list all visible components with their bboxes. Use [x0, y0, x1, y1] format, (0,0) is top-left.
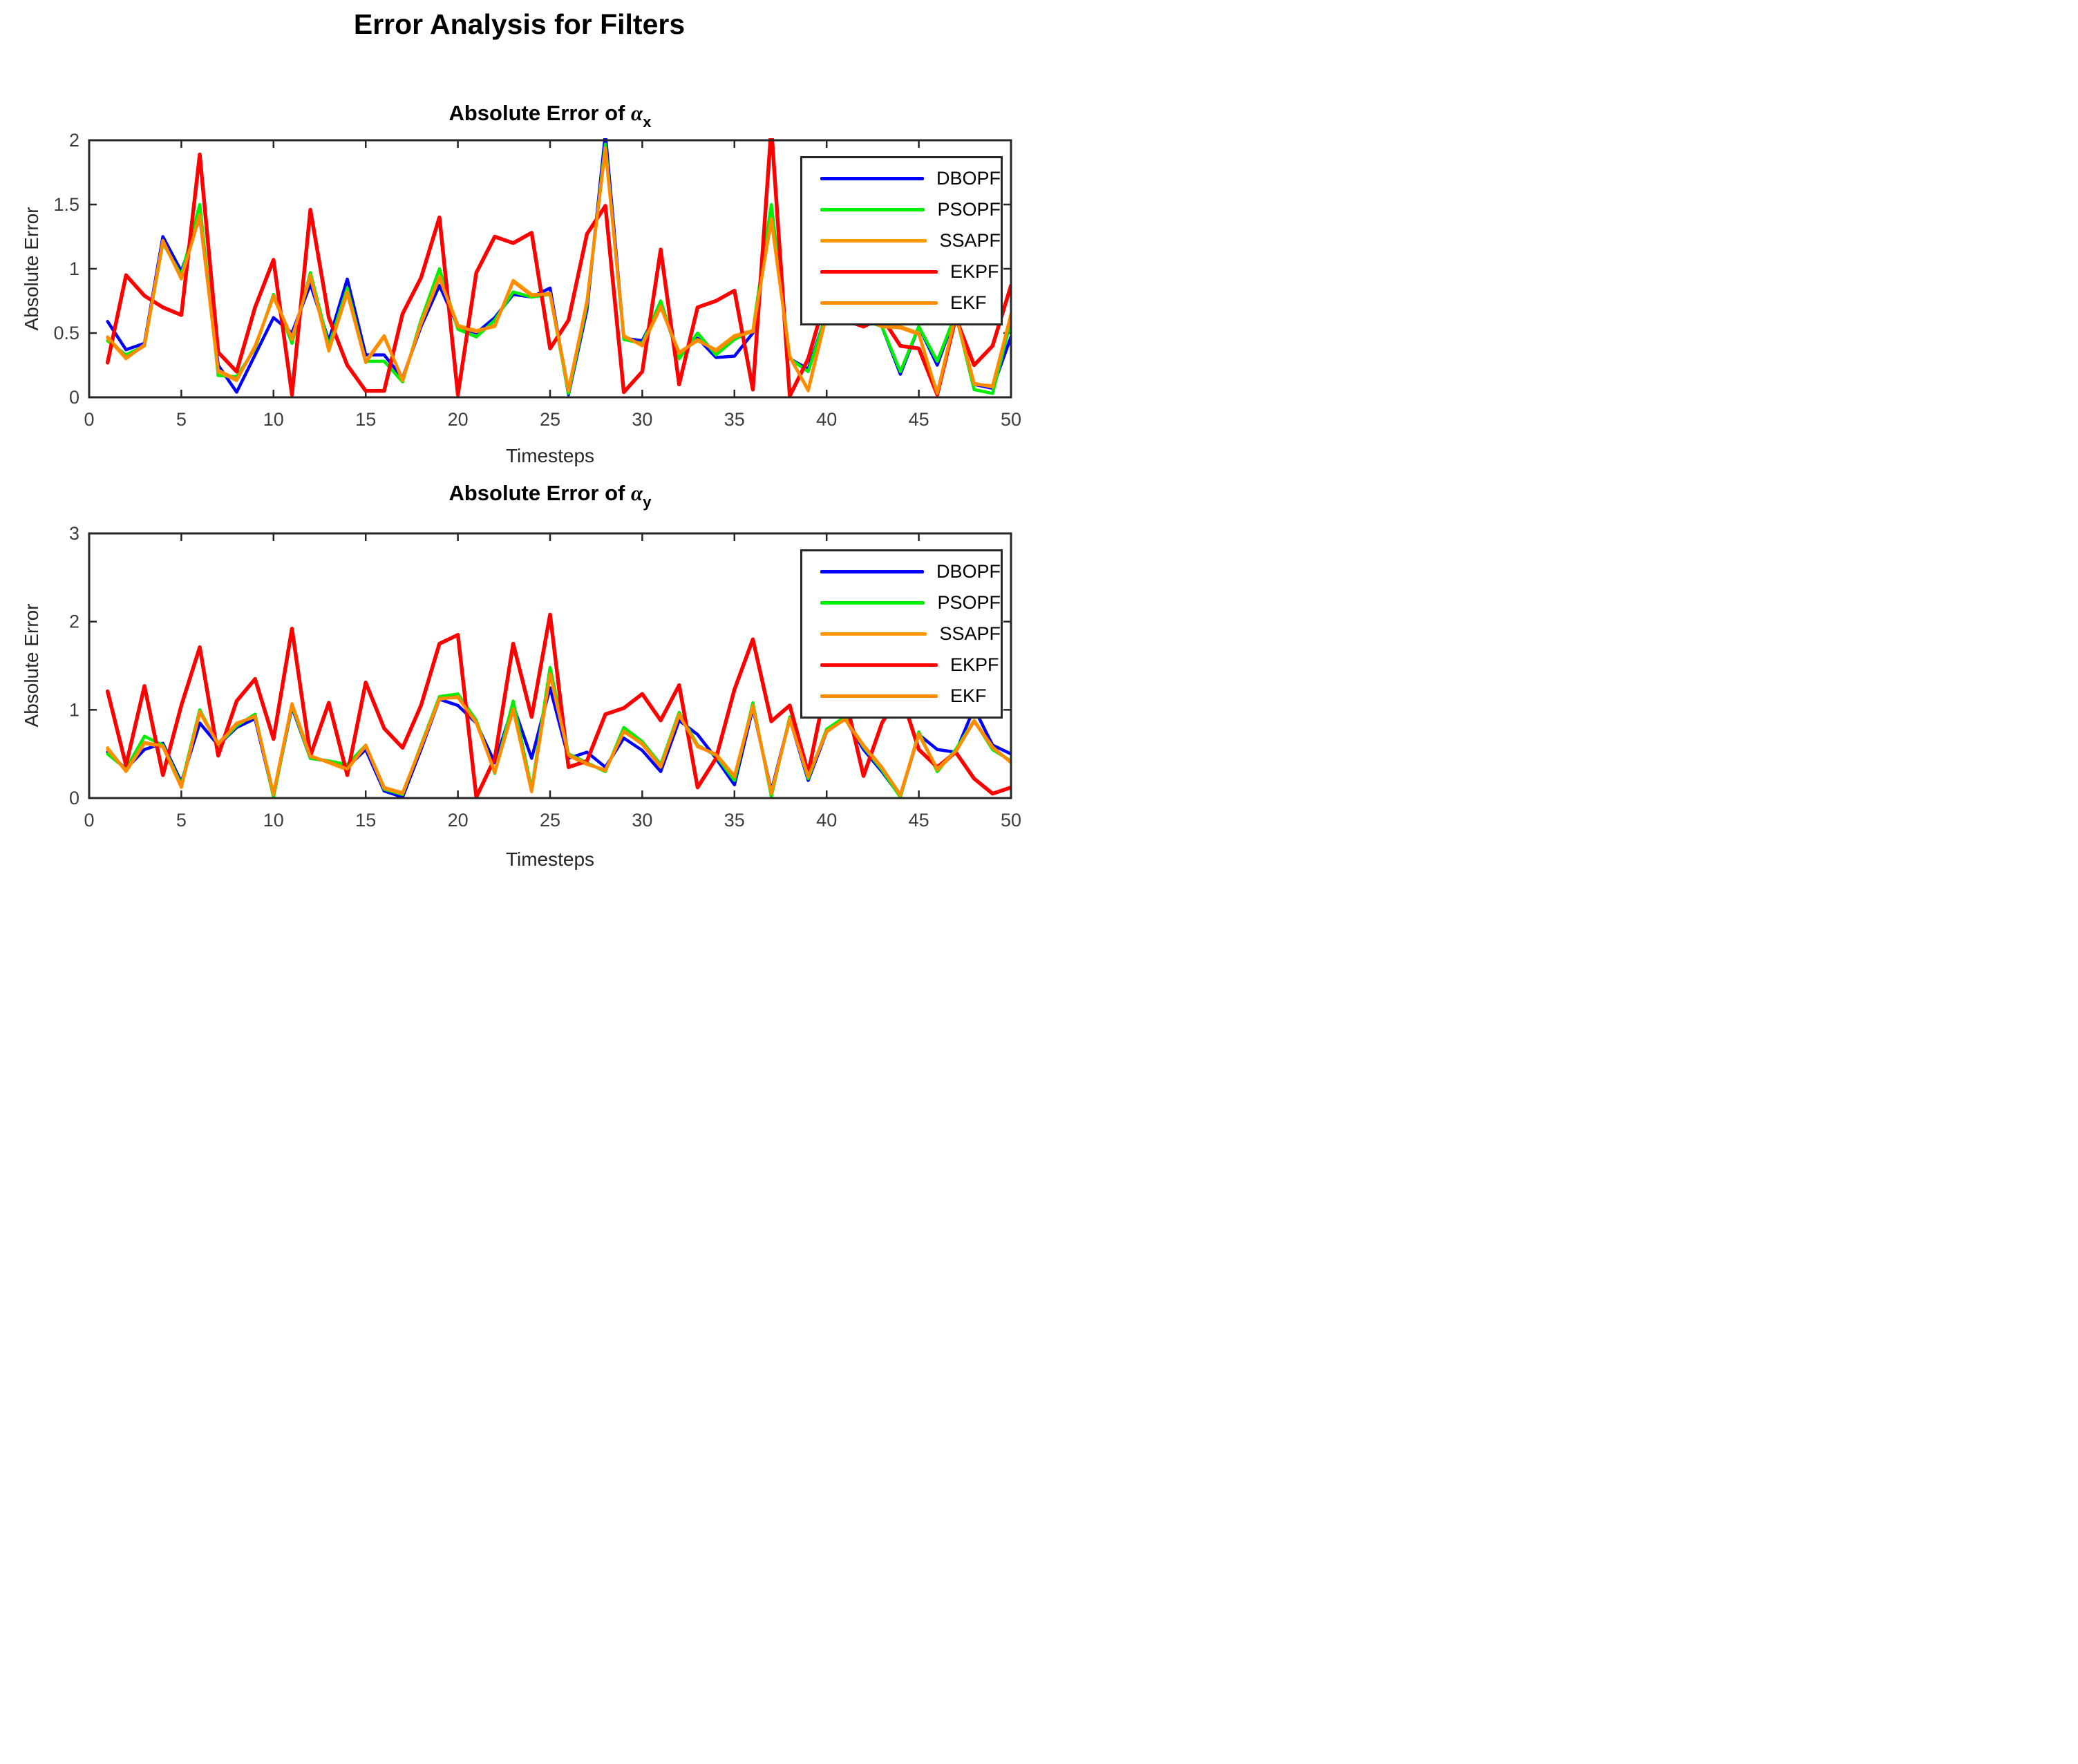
legend-swatch-line-EKF	[820, 301, 938, 305]
legend-box-bottom: DBOPF PSOPF SSAPF EKPF EKF	[800, 549, 1003, 719]
legend-swatch-line-PSOPF	[820, 208, 925, 211]
y-tick-label: 1	[69, 258, 79, 279]
plot-border	[88, 139, 1012, 399]
legend-swatch-line-SSAPF	[820, 239, 927, 243]
legend-swatch-line-PSOPF	[820, 601, 925, 605]
legend-swatch-line-SSAPF	[820, 632, 927, 636]
legend-entry-SSAPF: SSAPF	[802, 623, 1001, 645]
series-lines	[105, 612, 1011, 798]
legend-entry-SSAPF: SSAPF	[802, 230, 1001, 252]
x-tick-label: 5	[176, 409, 187, 430]
legend-swatch-line-EKPF	[820, 269, 938, 274]
legend-entry-EKF: EKF	[802, 685, 1001, 707]
legend-entry-label: DBOPF	[936, 561, 1001, 582]
y-tick-label: 0.5	[53, 323, 79, 343]
legend-swatch-line-EKPF	[820, 663, 938, 667]
y-tick-label: 0	[69, 788, 79, 808]
x-tick-label: 45	[909, 409, 929, 430]
x-tick-label: 35	[724, 810, 745, 831]
x-tick-label: 0	[84, 409, 94, 430]
x-tick-label: 0	[84, 810, 94, 831]
legend-swatch-line-DBOPF	[820, 177, 924, 180]
subplot-title-alpha-y: Absolute Error of αy	[89, 481, 1011, 511]
legend-swatch-line-DBOPF	[820, 570, 924, 573]
x-tick-label: 50	[1001, 810, 1021, 831]
legend-entry-label: DBOPF	[936, 168, 1001, 189]
subplot-title-alpha-x: Absolute Error of αx	[89, 101, 1011, 131]
y-tick-label: 3	[69, 523, 79, 544]
y-tick-label: 1.5	[53, 194, 79, 215]
x-tick-label: 45	[909, 810, 929, 831]
legend-entry-label: SSAPF	[939, 623, 1001, 644]
alpha-subscript: y	[643, 493, 652, 511]
y-tick-label: 2	[69, 130, 79, 151]
legend-entry-PSOPF: PSOPF	[802, 199, 1001, 220]
x-tick-label: 40	[816, 810, 837, 831]
x-tick-label: 20	[448, 810, 469, 831]
x-tick-label: 15	[355, 409, 376, 430]
y-tick-label: 2	[69, 611, 79, 632]
x-tick-label: 15	[355, 810, 376, 831]
legend-entry-label: SSAPF	[939, 230, 1001, 251]
legend-entry-PSOPF: PSOPF	[802, 592, 1001, 614]
legend-entry-DBOPF: DBOPF	[802, 561, 1001, 582]
legend-entry-label: PSOPF	[937, 592, 1001, 613]
plot-border	[88, 532, 1012, 799]
legend-entry-DBOPF: DBOPF	[802, 168, 1001, 189]
legend-entry-label: PSOPF	[937, 199, 1001, 220]
legend-entry-label: EKPF	[950, 654, 999, 675]
y-tick-label: 1	[69, 699, 79, 720]
legend-entry-label: EKF	[950, 292, 987, 313]
subplot-1: 0 5 10 15 20 25 30 35 40 45 50 0 1 2 3	[69, 523, 1021, 831]
alpha-symbol: α	[630, 481, 643, 505]
x-tick-label: 30	[632, 810, 652, 831]
x-tick-label: 40	[816, 409, 837, 430]
x-axis-label-bottom: Timesteps	[505, 848, 595, 870]
x-tick-label: 25	[540, 409, 560, 430]
x-tick-label: 25	[540, 810, 560, 831]
alpha-symbol: α	[630, 101, 643, 125]
x-tick-label: 20	[448, 409, 469, 430]
legend-entry-EKPF: EKPF	[802, 654, 1001, 676]
legend-entry-label: EKPF	[950, 261, 999, 282]
x-tick-label: 30	[632, 409, 652, 430]
subplot-title-text: Absolute Error of	[448, 481, 631, 505]
figure-canvas: Error Analysis for Filters Absolute Erro…	[0, 0, 1039, 882]
legend-entry-EKPF: EKPF	[802, 261, 1001, 283]
alpha-subscript: x	[643, 113, 652, 131]
legend-swatch-line-EKF	[820, 694, 938, 698]
legend-box-top: DBOPF PSOPF SSAPF EKPF EKF	[800, 156, 1003, 325]
legend-entry-EKF: EKF	[802, 292, 1001, 314]
x-axis-label-top: Timesteps	[505, 445, 595, 466]
figure-title: Error Analysis for Filters	[353, 8, 686, 40]
y-tick-label: 0	[69, 387, 79, 408]
subplot-title-text: Absolute Error of	[448, 101, 631, 125]
series-line-EKF	[106, 672, 1011, 797]
x-tick-label: 35	[724, 409, 745, 430]
x-tick-label: 5	[176, 810, 187, 831]
x-tick-label: 10	[263, 810, 284, 831]
x-tick-label: 10	[263, 409, 284, 430]
series-line-EKPF	[105, 612, 1011, 798]
x-tick-label: 50	[1001, 409, 1021, 430]
legend-entry-label: EKF	[950, 685, 987, 706]
